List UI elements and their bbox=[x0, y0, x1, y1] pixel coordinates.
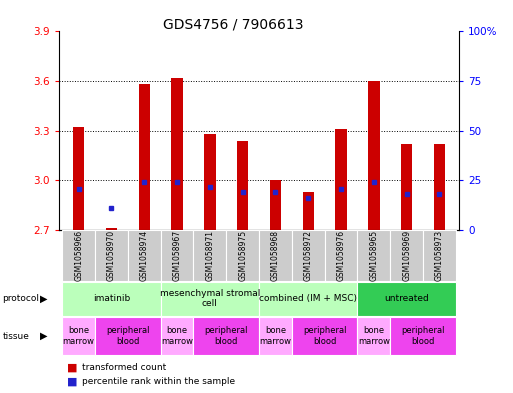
Bar bbox=[161, 317, 193, 355]
Bar bbox=[368, 81, 380, 230]
Bar bbox=[204, 134, 215, 230]
Text: peripheral
blood: peripheral blood bbox=[106, 326, 150, 346]
Bar bbox=[303, 192, 314, 230]
Text: peripheral
blood: peripheral blood bbox=[303, 326, 346, 346]
Bar bbox=[128, 230, 161, 281]
Bar bbox=[336, 129, 347, 230]
Text: tissue: tissue bbox=[3, 332, 29, 340]
Bar bbox=[358, 230, 390, 281]
Bar bbox=[193, 230, 226, 281]
Text: ▶: ▶ bbox=[40, 294, 47, 304]
Bar bbox=[259, 317, 292, 355]
Bar bbox=[62, 317, 95, 355]
Bar bbox=[259, 230, 292, 281]
Bar bbox=[161, 230, 193, 281]
Text: protocol: protocol bbox=[3, 294, 40, 303]
Bar bbox=[423, 230, 456, 281]
Bar bbox=[270, 180, 281, 230]
Bar bbox=[390, 230, 423, 281]
Text: imatinib: imatinib bbox=[93, 294, 130, 303]
Text: ■: ■ bbox=[67, 362, 77, 373]
Text: GSM1058974: GSM1058974 bbox=[140, 230, 149, 281]
Bar bbox=[292, 230, 325, 281]
Text: GSM1058968: GSM1058968 bbox=[271, 230, 280, 281]
Text: peripheral
blood: peripheral blood bbox=[401, 326, 445, 346]
Text: percentile rank within the sample: percentile rank within the sample bbox=[82, 377, 235, 386]
Bar bbox=[95, 317, 161, 355]
Bar bbox=[358, 282, 456, 316]
Bar bbox=[292, 317, 358, 355]
Text: combined (IM + MSC): combined (IM + MSC) bbox=[259, 294, 357, 303]
Bar bbox=[62, 230, 95, 281]
Bar bbox=[358, 317, 390, 355]
Text: transformed count: transformed count bbox=[82, 363, 166, 372]
Text: bone
marrow: bone marrow bbox=[260, 326, 291, 346]
Text: GSM1058966: GSM1058966 bbox=[74, 230, 83, 281]
Bar bbox=[259, 282, 358, 316]
Bar bbox=[139, 84, 150, 230]
Text: GSM1058973: GSM1058973 bbox=[435, 230, 444, 281]
Bar bbox=[237, 141, 248, 230]
Bar bbox=[325, 230, 358, 281]
Bar bbox=[226, 230, 259, 281]
Text: GSM1058972: GSM1058972 bbox=[304, 230, 313, 281]
Bar bbox=[73, 127, 85, 230]
Text: ■: ■ bbox=[67, 376, 77, 386]
Bar bbox=[193, 317, 259, 355]
Text: peripheral
blood: peripheral blood bbox=[205, 326, 248, 346]
Bar bbox=[95, 230, 128, 281]
Bar bbox=[161, 282, 259, 316]
Text: GDS4756 / 7906613: GDS4756 / 7906613 bbox=[163, 18, 304, 32]
Bar bbox=[62, 282, 161, 316]
Text: GSM1058969: GSM1058969 bbox=[402, 230, 411, 281]
Text: bone
marrow: bone marrow bbox=[63, 326, 95, 346]
Text: GSM1058965: GSM1058965 bbox=[369, 230, 379, 281]
Bar bbox=[171, 78, 183, 230]
Bar bbox=[390, 317, 456, 355]
Bar bbox=[106, 228, 117, 230]
Text: ▶: ▶ bbox=[40, 331, 47, 341]
Text: untreated: untreated bbox=[384, 294, 429, 303]
Text: mesenchymal stromal
cell: mesenchymal stromal cell bbox=[160, 289, 260, 309]
Text: GSM1058976: GSM1058976 bbox=[337, 230, 346, 281]
Text: GSM1058971: GSM1058971 bbox=[205, 230, 214, 281]
Text: GSM1058970: GSM1058970 bbox=[107, 230, 116, 281]
Text: GSM1058967: GSM1058967 bbox=[172, 230, 182, 281]
Text: bone
marrow: bone marrow bbox=[161, 326, 193, 346]
Bar bbox=[401, 144, 412, 230]
Text: GSM1058975: GSM1058975 bbox=[238, 230, 247, 281]
Bar bbox=[433, 144, 445, 230]
Text: bone
marrow: bone marrow bbox=[358, 326, 390, 346]
